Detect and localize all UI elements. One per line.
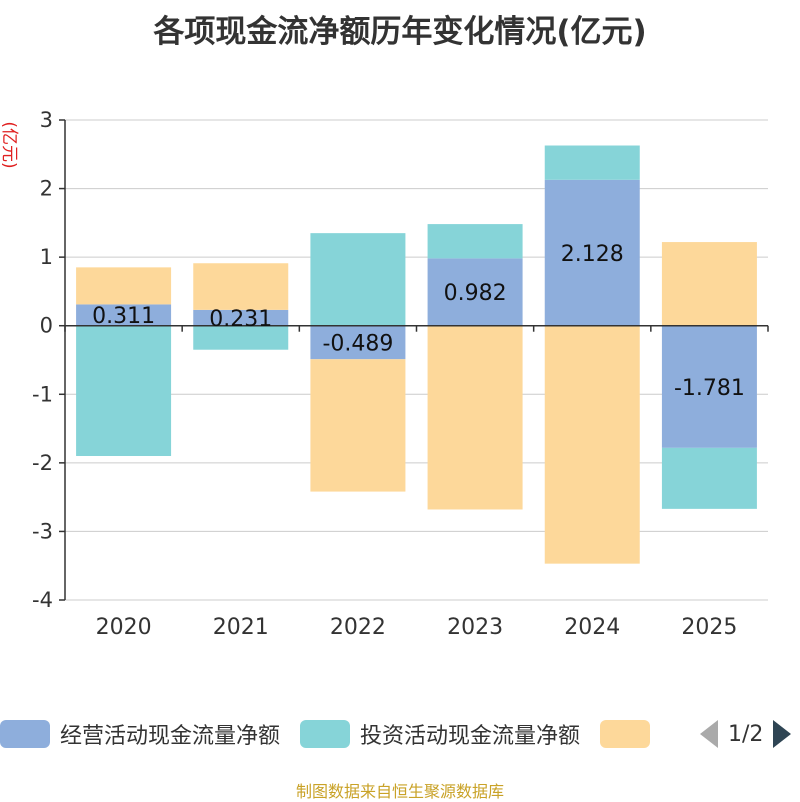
bar-2025-series-2	[661, 242, 757, 326]
bar-2022-series-2	[310, 359, 406, 492]
y-tick-label: -2	[32, 451, 53, 475]
bar-2020-series-2	[76, 267, 172, 305]
legend-page-indicator: 1/2	[728, 721, 764, 747]
data-label-2024: 2.128	[561, 242, 624, 267]
bar-2021-series-2	[193, 263, 289, 310]
bar-2020-series-1	[76, 325, 172, 456]
y-tick-label: -4	[32, 588, 53, 612]
x-tick-label-2021: 2021	[213, 615, 269, 640]
bar-2024-series-0	[544, 179, 640, 326]
bar-2025-series-0	[661, 325, 757, 448]
bar-2023-series-0	[427, 258, 523, 326]
data-label-2020: 0.311	[92, 304, 155, 329]
bar-2023-series-2	[427, 325, 523, 510]
legend-item-operating[interactable]: 经营活动现金流量净额	[0, 718, 280, 750]
data-label-2022: -0.489	[322, 331, 393, 356]
legend-prev-arrow-icon[interactable]	[700, 720, 718, 748]
legend: 经营活动现金流量净额 投资活动现金流量净额	[0, 716, 680, 752]
bar-2021-series-1	[193, 325, 289, 350]
bar-2020-series-0	[76, 304, 172, 326]
data-source-note: 制图数据来自恒生聚源数据库	[295, 782, 504, 801]
legend-swatch-financing	[600, 720, 651, 748]
legend-label-operating: 经营活动现金流量净额	[60, 724, 281, 749]
x-tick-label-2025: 2025	[681, 615, 737, 640]
bar-2024-series-1	[544, 145, 640, 180]
chart-canvas: 3 2 1 0 -1 -2 -3 -4 (亿元) 2020 2021 2022 2023 2024 2025…	[0, 108, 769, 640]
bar-2025-series-1	[661, 447, 757, 509]
x-tick-label-2023: 2023	[447, 615, 503, 640]
bar-2021-series-0	[193, 309, 289, 326]
y-tick-label: 2	[40, 177, 53, 201]
legend-swatch-investing	[300, 720, 351, 748]
chart-title: 各项现金流净额历年变化情况(亿元)	[153, 14, 647, 50]
x-tick-label-2020: 2020	[96, 615, 152, 640]
y-tick-label: -1	[32, 382, 53, 406]
y-axis-label: (亿元)	[0, 121, 19, 168]
legend-label-investing: 投资活动现金流量净额	[360, 724, 581, 749]
x-tick-label-2024: 2024	[564, 615, 620, 640]
y-tick-label: -3	[32, 519, 53, 543]
bar-2022-series-1	[310, 233, 406, 326]
data-label-2023: 0.982	[444, 281, 507, 306]
legend-next-arrow-icon[interactable]	[773, 720, 792, 748]
bar-2022-series-0	[310, 325, 406, 360]
legend-item-investing[interactable]: 投资活动现金流量净额	[300, 718, 580, 750]
y-tick-label: 0	[40, 314, 53, 338]
bar-2023-series-1	[427, 224, 523, 259]
x-tick-label-2022: 2022	[330, 615, 386, 640]
bar-2024-series-2	[544, 325, 640, 564]
data-label-2025: -1.781	[674, 376, 745, 401]
y-tick-label: 3	[40, 108, 53, 132]
legend-pager: 1/2	[700, 716, 792, 752]
data-label-2021: 0.231	[209, 307, 272, 332]
legend-item-financing[interactable]	[600, 720, 660, 748]
legend-swatch-operating	[0, 720, 50, 748]
y-tick-label: 1	[40, 245, 53, 269]
